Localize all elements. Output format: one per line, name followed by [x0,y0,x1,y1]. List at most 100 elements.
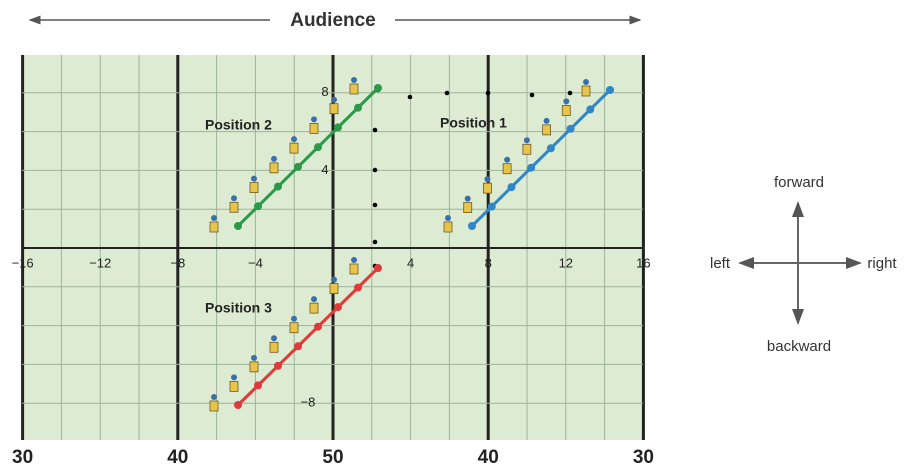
guide-dot [445,91,450,96]
marcher-dot [507,183,515,191]
marcher-icon [230,202,238,212]
marcher-dot [254,202,262,210]
marcher-icon [310,303,318,313]
y-tick-label: 8 [321,84,328,99]
marcher-icon [210,222,218,232]
marcher-head [583,79,589,85]
band-formation-diagram: Audience Position 1 Position 2 Position … [0,0,904,470]
yard-label: 40 [478,447,499,468]
marcher-head [251,176,257,182]
guide-dot [373,168,378,173]
position-label: Position 1 [440,115,507,131]
marcher-head [211,215,217,221]
yard-label: 30 [12,447,33,468]
marcher-dot [294,342,302,350]
marcher-dot [488,203,496,211]
guide-dot [373,128,378,133]
marcher-dot [374,264,382,272]
x-tick-label: 8 [485,255,492,270]
guide-dot [373,240,378,245]
marcher-dot [274,362,282,370]
marcher-head [311,116,317,122]
marcher-dot [314,323,322,331]
marcher-head [504,157,510,163]
x-tick-label: 4 [407,255,414,270]
marcher-icon [270,163,278,173]
marcher-dot [606,86,614,94]
marcher-dot [354,284,362,292]
compass-left: left [710,255,731,272]
marcher-head [524,137,530,143]
marcher-icon [523,144,531,154]
guide-dot [486,91,491,96]
marcher-icon [350,84,358,94]
marcher-head [271,335,277,341]
y-tick-label: 4 [321,162,328,177]
marcher-icon [290,143,298,153]
marcher-head [351,77,357,83]
marcher-head [271,156,277,162]
marcher-head [231,195,237,201]
yard-label: 50 [322,447,343,468]
marcher-head [291,136,297,142]
audience-title: Audience [290,10,376,31]
marcher-dot [354,104,362,112]
marcher-icon [290,323,298,333]
marcher-dot [527,164,535,172]
marcher-icon [230,381,238,391]
marcher-dot [374,84,382,92]
marcher-dot [567,125,575,133]
marcher-dot [234,222,242,230]
marcher-head [544,118,550,124]
x-tick-label: −8 [170,255,185,270]
marcher-icon [330,104,338,114]
yard-label: 30 [633,447,654,468]
marcher-dot [334,303,342,311]
marcher-icon [543,125,551,135]
marcher-head [563,98,569,104]
marcher-dot [334,123,342,131]
guide-dot [373,203,378,208]
yard-label: 40 [167,447,188,468]
marcher-icon [270,342,278,352]
marcher-icon [330,284,338,294]
marcher-icon [250,362,258,372]
compass-forward: forward [774,174,824,191]
marcher-icon [210,401,218,411]
marcher-dot [468,222,476,230]
x-tick-label: −16 [12,255,34,270]
guide-dot [408,95,413,100]
marcher-head [484,176,490,182]
position-label: Position 2 [205,117,272,133]
marcher-head [331,277,337,283]
marcher-head [311,296,317,302]
marcher-dot [586,105,594,113]
x-tick-label: 16 [636,255,650,270]
marcher-icon [350,264,358,274]
compass-right: right [867,255,897,272]
marcher-dot [254,381,262,389]
marcher-icon [444,222,452,232]
marcher-dot [234,401,242,409]
y-tick-label: −8 [301,395,316,410]
marcher-icon [562,105,570,115]
marcher-head [291,316,297,322]
marcher-icon [503,164,511,174]
marcher-icon [483,183,491,193]
x-tick-label: −12 [89,255,111,270]
marcher-dot [314,143,322,151]
marcher-head [331,97,337,103]
marcher-dot [547,144,555,152]
guide-dot [568,91,573,96]
marcher-head [251,355,257,361]
marcher-head [465,196,471,202]
marcher-icon [582,86,590,96]
marcher-head [445,215,451,221]
marcher-icon [310,123,318,133]
x-tick-label: 12 [559,255,573,270]
marcher-dot [274,183,282,191]
marcher-head [211,394,217,400]
marcher-icon [464,203,472,213]
compass-backward: backward [767,338,831,355]
marcher-icon [250,183,258,193]
